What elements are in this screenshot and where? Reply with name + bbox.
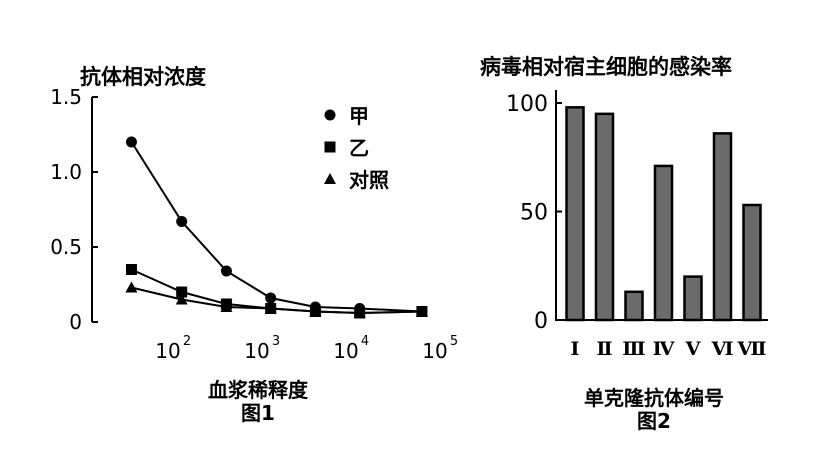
- figure-1-point-triangle: [220, 301, 233, 312]
- figure-1-point-square: [176, 286, 188, 298]
- figure-1-legend-marker-square: [324, 141, 336, 153]
- figure-1-point-triangle: [125, 281, 138, 293]
- figure-2-bar: [742, 203, 762, 322]
- figure-1-x-tick-exponent: 5: [450, 334, 458, 349]
- figure-1-point-triangle: [264, 302, 277, 314]
- figure-1-x-label: 血浆稀释度: [208, 378, 309, 402]
- figure-1-x-ticks: 10 2 10 3 10 4 10 5: [155, 334, 458, 363]
- figure-1-title: 抗体相对浓度: [80, 65, 206, 89]
- figure-1-legend-marker-circle: [324, 109, 336, 121]
- figure-2-bar: [594, 112, 615, 322]
- figure-1-point-triangle: [175, 293, 188, 305]
- figure-1-series-line-square: [131, 268, 422, 315]
- figure-1-point-circle: [125, 136, 137, 148]
- figure-2-bar: [683, 275, 703, 322]
- figure-1-point-triangle: [415, 305, 428, 317]
- figure-2-category-label: Ⅶ: [737, 338, 767, 360]
- figure-2-y-tick-label: 50: [520, 201, 548, 226]
- figure-1-series-markers: [125, 136, 428, 319]
- figure-1-point-triangle: [353, 307, 366, 318]
- figure-1-y-ticks: 0 0.5 1.0 1.5: [50, 85, 98, 334]
- figure-1-legend-label: 甲: [349, 104, 369, 128]
- figure-1-x-tick-exponent: 3: [272, 334, 280, 349]
- figure-2-bar: [624, 290, 644, 322]
- figure-2-title: 病毒相对宿主细胞的感染率: [480, 55, 732, 79]
- figure-1-legend-label: 乙: [349, 136, 369, 160]
- figure-1-y-tick-label: 0.5: [50, 235, 82, 259]
- figure-1-x-tick-label: 10: [422, 339, 447, 363]
- figure-1-x-tick-label: 10: [333, 339, 358, 363]
- figure-2-x-label: 单克隆抗体编号: [584, 386, 724, 410]
- figure-2-y-ticks: 0 50 100: [506, 92, 562, 334]
- figure-1-caption: 图1: [241, 401, 275, 425]
- figure-1-x-tick-exponent: 4: [361, 334, 369, 349]
- figure-1-x-tick-label: 10: [155, 339, 180, 363]
- figure-1-y-tick-label: 0: [69, 310, 82, 334]
- figure-2-bar: [712, 132, 733, 322]
- figure-1-x-tick-exponent: 2: [183, 334, 191, 349]
- figure-2-y-tick-label: 0: [534, 309, 548, 334]
- figure-2-bar: [653, 164, 674, 322]
- figure-1-legend-marker-triangle: [324, 173, 336, 184]
- figure-1-point-circle: [265, 292, 277, 304]
- figure-2-category-label: Ⅵ: [711, 338, 734, 360]
- figure-1-point-square: [125, 264, 137, 275]
- figure-2-bar: [565, 106, 585, 322]
- figure-2-category-label: Ⅲ: [622, 338, 645, 360]
- figure-2-category-label: Ⅰ: [571, 338, 580, 360]
- figure-2-y-tick-label: 100: [506, 92, 548, 117]
- figure-2-caption: 图2: [637, 409, 671, 433]
- figure-2-category-label: Ⅴ: [685, 338, 702, 360]
- figure-1-point-triangle: [309, 305, 322, 317]
- figure-1-legend-label: 对照: [349, 168, 389, 192]
- figure-2-category-label: Ⅳ: [653, 338, 675, 360]
- figure-1-y-tick-label: 1.0: [50, 160, 82, 184]
- figure-1-point-circle: [220, 265, 232, 277]
- figure-2-category-label: Ⅱ: [596, 338, 612, 360]
- figure-1-y-tick-label: 1.5: [50, 85, 82, 109]
- figure-2-bars: [565, 106, 762, 322]
- figure-1-x-tick-label: 10: [244, 339, 269, 363]
- figure-1-point-circle: [176, 216, 188, 227]
